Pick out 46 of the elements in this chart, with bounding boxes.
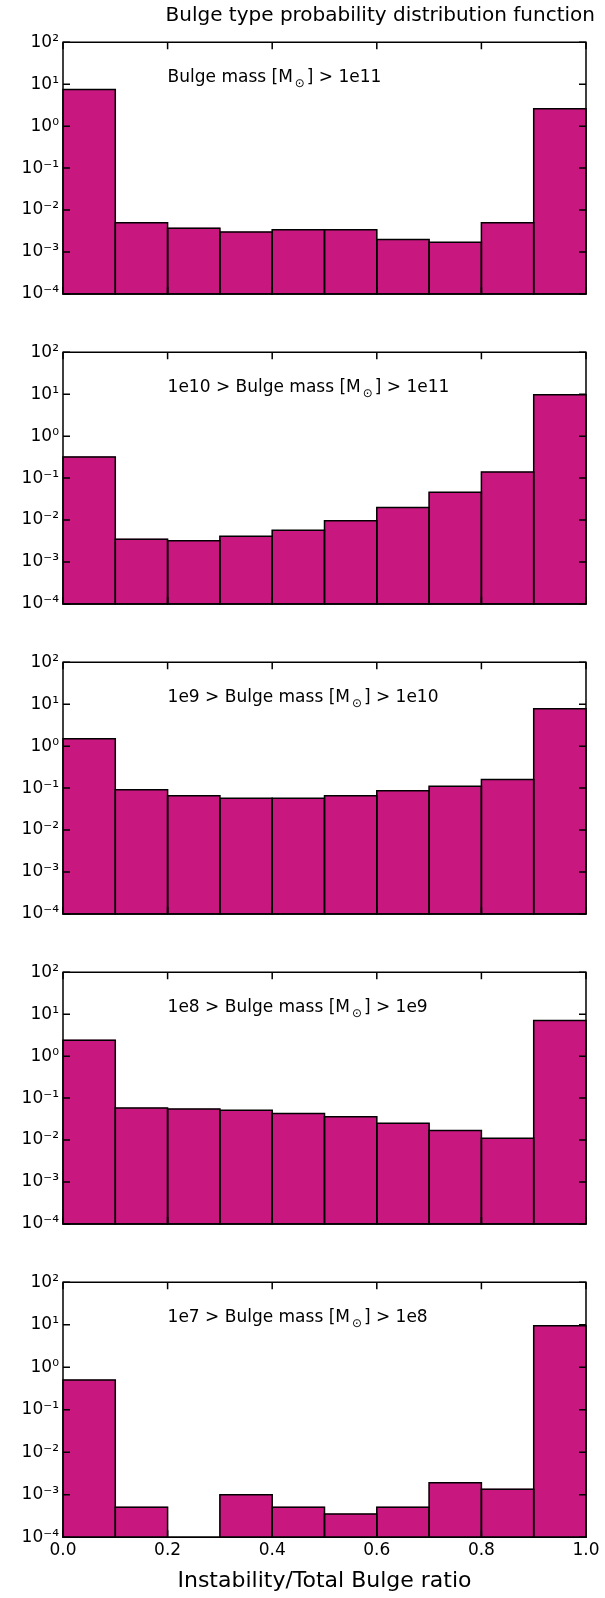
y-tick-label: 10⁰: [30, 114, 60, 135]
y-tick-label: 10¹: [30, 72, 59, 93]
chart-title: Bulge type probability distribution function: [164, 1, 596, 28]
annotation: 1e8 > Bulge mass [M⊙] > 1e9: [167, 996, 428, 1021]
y-tick-label: 10⁻³: [21, 1483, 59, 1504]
y-tick-label: 10⁻⁴: [21, 282, 60, 303]
x-tick-label: 1.0: [572, 1538, 600, 1559]
y-tick-label: 10²: [30, 960, 59, 981]
y-tick-label: 10¹: [30, 692, 59, 713]
y-tick-label: 10⁻²: [21, 508, 59, 529]
y-tick-label: 10⁻²: [21, 1440, 59, 1461]
y-tick-label: 10⁻³: [21, 1170, 59, 1191]
y-tick-label: 10⁻¹: [21, 466, 59, 487]
x-axis-title: Instability/Total Bulge ratio: [177, 1566, 472, 1592]
y-tick-label: 10⁻¹: [21, 156, 59, 177]
y-tick-label: 10⁻³: [21, 240, 59, 261]
y-tick-label: 10¹: [30, 1002, 59, 1023]
y-tick-label: 10⁻¹: [21, 1398, 59, 1419]
y-tick-label: 10⁻³: [21, 550, 59, 571]
annotation: 1e10 > Bulge mass [M⊙] > 1e11: [167, 376, 450, 401]
y-tick-label: 10⁰: [30, 1044, 60, 1065]
y-tick-label: 10¹: [30, 382, 59, 403]
y-tick-label: 10⁻⁴: [21, 592, 60, 613]
y-tick-label: 10⁻⁴: [21, 1212, 60, 1233]
x-tick-label: 0.6: [363, 1538, 391, 1559]
x-tick-label: 0.4: [258, 1538, 286, 1559]
annotation: 1e9 > Bulge mass [M⊙] > 1e10: [167, 686, 439, 711]
y-tick-label: 10²: [30, 650, 59, 671]
y-tick-label: 10⁻³: [21, 860, 59, 881]
y-tick-label: 10⁰: [30, 424, 60, 445]
y-tick-label: 10⁻¹: [21, 1086, 59, 1107]
y-tick-label: 10⁻⁴: [21, 902, 60, 923]
annotation: 1e7 > Bulge mass [M⊙] > 1e8: [167, 1306, 428, 1331]
x-tick-label: 0.8: [467, 1538, 495, 1559]
y-tick-label: 10²: [30, 340, 59, 361]
y-tick-label: 10⁻²: [21, 198, 59, 219]
y-tick-label: 10⁻¹: [21, 776, 59, 797]
y-tick-label: 10⁰: [30, 734, 60, 755]
y-tick-label: 10⁰: [30, 1355, 60, 1376]
y-tick-label: 10⁻²: [21, 818, 59, 839]
x-tick-label: 0.2: [154, 1538, 182, 1559]
y-tick-label: 10¹: [30, 1313, 59, 1334]
annotation: Bulge mass [M⊙] > 1e11: [167, 66, 382, 91]
y-tick-label: 10⁻²: [21, 1128, 59, 1149]
y-tick-label: 10²: [30, 30, 59, 51]
y-tick-label: 10²: [30, 1270, 59, 1291]
